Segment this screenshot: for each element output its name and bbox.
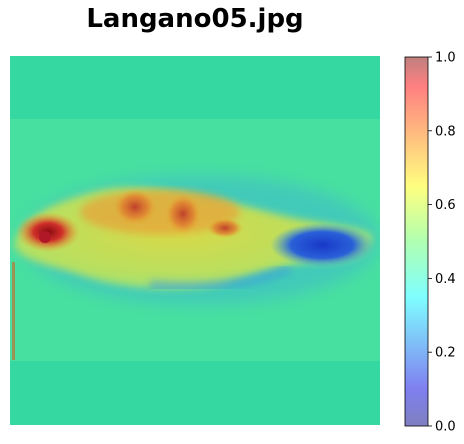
colorbar-tick-label: 0.6 — [435, 198, 456, 213]
colorbar-tick-label: 0.4 — [435, 272, 456, 287]
colorbar-gradient — [404, 56, 429, 427]
heatmap-image — [10, 56, 380, 425]
chart-title: Langano05.jpg — [86, 4, 304, 34]
colorbar-tick-label: 1.0 — [435, 51, 456, 66]
colorbar-tick-label: 0.8 — [435, 124, 456, 139]
colorbar-tick-label: 0.0 — [435, 420, 456, 435]
colorbar-tick-label: 0.2 — [435, 346, 456, 361]
colorbar: 0.0 0.2 0.4 0.6 0.8 1.0 — [404, 51, 456, 435]
